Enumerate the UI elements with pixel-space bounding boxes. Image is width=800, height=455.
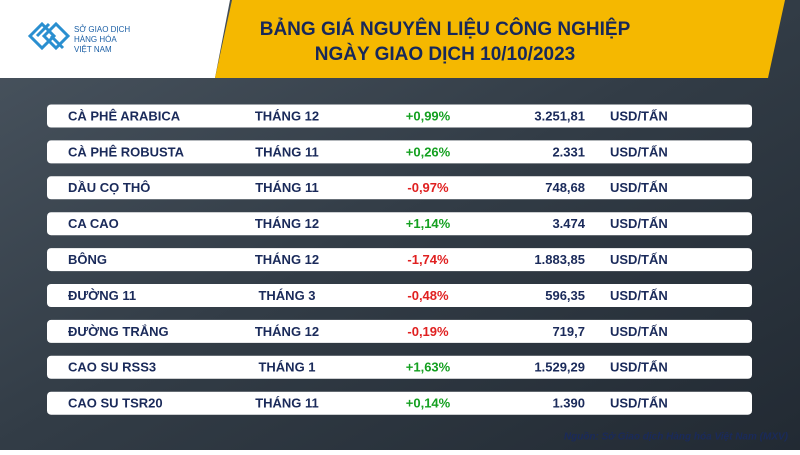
contract-month: THÁNG 12 [255,108,319,123]
commodity: DẦU CỌ THÔ [68,180,150,195]
price: 1.390 [552,396,585,411]
logo-text: SỞ GIAO DỊCH [74,25,130,34]
change: +1,14% [406,216,451,231]
change: +0,99% [406,108,451,123]
row-bar [47,248,752,272]
price: 1.529,29 [534,360,585,375]
contract-month: THÁNG 12 [255,324,319,339]
price: 3.474 [552,216,585,231]
logo-panel [0,0,230,78]
unit: USD/TẤN [610,324,668,339]
change: -0,97% [407,180,449,195]
commodity: CÀ PHÊ ARABICA [68,108,181,123]
row-bar [47,212,752,236]
logo-icon [27,21,71,51]
price: 3.251,81 [534,108,585,123]
commodity: ĐƯỜNG 11 [68,288,136,303]
commodity: CÀ PHÊ ROBUSTA [68,144,185,159]
commodity: BÔNG [68,252,107,267]
title: NGÀY GIAO DỊCH 10/10/2023 [315,43,575,65]
contract-month: THÁNG 11 [255,144,319,159]
contract-month: THÁNG 11 [255,396,319,411]
unit: USD/TẤN [610,180,668,195]
unit: USD/TẤN [610,108,668,123]
logo-text: VIỆT NAM [74,45,112,54]
price: 596,35 [545,288,585,303]
commodity: ĐƯỜNG TRẮNG [68,324,169,339]
commodity: CAO SU RSS3 [68,360,156,375]
source: Nguồn: Sở Giao dịch Hàng hóa Việt Nam (M… [564,431,789,443]
price: 1.883,85 [534,252,585,267]
title-banner [215,0,785,78]
change: -1,74% [407,252,449,267]
row-bar [47,104,752,128]
title: BẢNG GIÁ NGUYÊN LIỆU CÔNG NGHIỆP [260,18,631,40]
change: +0,14% [406,396,451,411]
contract-month: THÁNG 3 [258,288,315,303]
change: +0,26% [406,144,451,159]
row-bar [47,355,752,379]
change: -0,19% [407,324,449,339]
change: -0,48% [407,288,449,303]
price: 719,7 [552,324,585,339]
row-bar [47,176,752,200]
price: 748,68 [545,180,585,195]
table: CÀ PHÊ ARABICA THÁNG 12 +0,99% 3.251,81 USD/… [47,104,752,415]
row-bar [47,319,752,343]
unit: USD/TẤN [610,360,668,375]
contract-month: THÁNG 1 [258,360,315,375]
unit: USD/TẤN [610,252,668,267]
logo-text: HÀNG HÓA [74,35,117,44]
commodity: CAO SU TSR20 [68,396,163,411]
contract-month: THÁNG 12 [255,216,319,231]
commodity: CA CAO [68,216,119,231]
unit: USD/TẤN [610,144,668,159]
contract-month: THÁNG 12 [255,252,319,267]
unit: USD/TẤN [610,288,668,303]
row-bar [47,391,752,415]
unit: USD/TẤN [610,216,668,231]
contract-month: THÁNG 11 [255,180,319,195]
unit: USD/TẤN [610,396,668,411]
change: +1,63% [406,360,451,375]
row-bar [47,140,752,164]
row-bar [47,284,752,307]
price: 2.331 [552,144,585,159]
